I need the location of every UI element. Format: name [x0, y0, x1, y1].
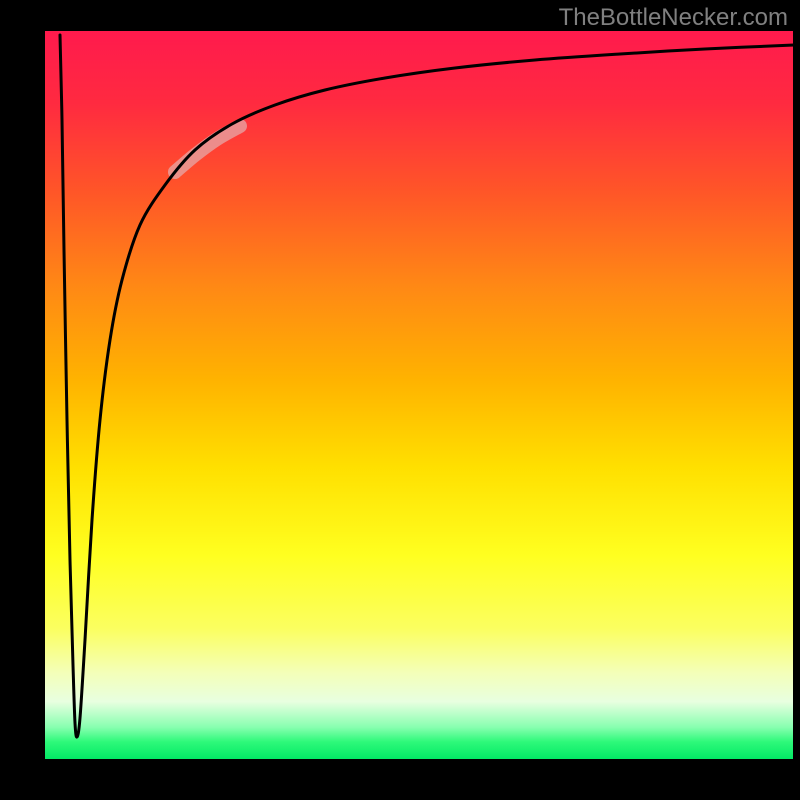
chart-svg [0, 0, 800, 800]
gradient-background [44, 30, 794, 760]
plot-area [44, 30, 794, 760]
watermark-text: TheBottleNecker.com [559, 4, 788, 32]
